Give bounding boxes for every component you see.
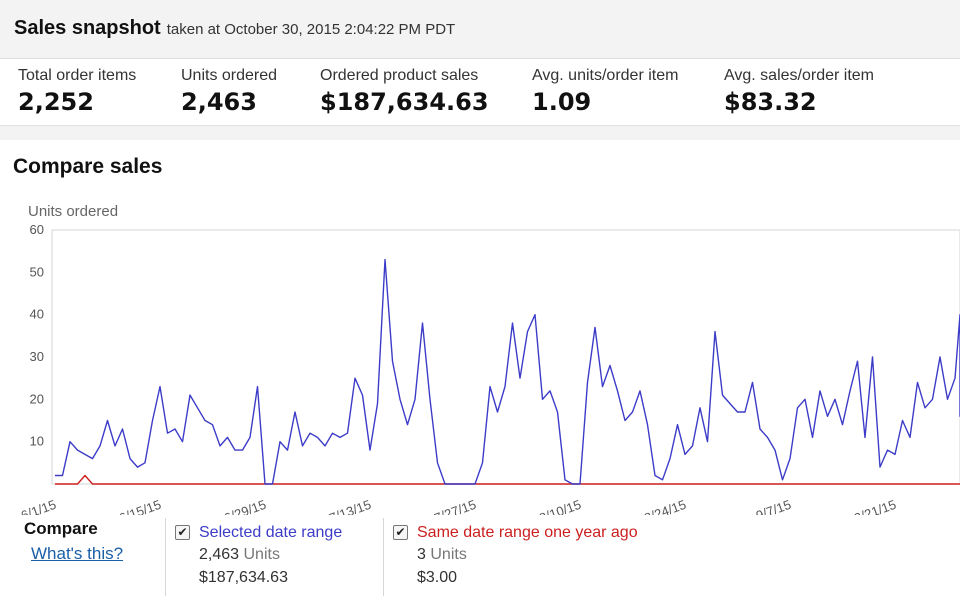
y-axis-ticks: 10 20 30 40 50 60 [30, 222, 44, 449]
metric-avg-sales-per-order-item: Avg. sales/order item $83.32 [724, 67, 874, 116]
metric-total-order-items: Total order items 2,252 [18, 67, 136, 116]
metric-label: Ordered product sales [320, 67, 479, 84]
year-ago-range-checkbox[interactable]: ✔ [393, 525, 408, 540]
plot-area [51, 229, 960, 485]
compare-sales-title: Compare sales [13, 155, 163, 178]
legend-sales: $3.00 [417, 569, 458, 586]
y-axis-label: Units ordered [28, 203, 118, 220]
section-separator [0, 126, 960, 140]
metric-label: Total order items [18, 67, 137, 84]
metric-value: $187,634.63 [320, 88, 489, 116]
legend-series-name: Selected date range [199, 524, 343, 541]
y-tick-label: 10 [30, 434, 44, 449]
legend-divider [383, 518, 384, 596]
sales-snapshot-header: Sales snapshot taken at October 30, 2015 … [0, 0, 960, 59]
metric-label: Avg. sales/order item [724, 67, 874, 84]
y-tick-label: 30 [30, 349, 44, 364]
snapshot-timestamp: taken at October 30, 2015 2:04:22 PM PDT [166, 21, 456, 38]
legend-units-value: 2,463 [199, 546, 240, 563]
series-line-year-ago [55, 474, 960, 485]
legend-units-label: Units [430, 546, 467, 563]
legend-series-name: Same date range one year ago [417, 524, 638, 541]
legend-units-value: 3 [417, 546, 426, 563]
metric-value: 2,463 [181, 88, 257, 116]
metric-units-ordered: Units ordered 2,463 [181, 67, 277, 116]
legend-units-label: Units [243, 546, 280, 563]
metrics-row: Total order items 2,252 Units ordered 2,… [0, 59, 960, 126]
metric-value: $83.32 [724, 88, 817, 116]
snapshot-title: Sales snapshot taken at October 30, 2015 … [14, 17, 455, 40]
whats-this-link[interactable]: What's this? [31, 544, 124, 563]
legend-sales: $187,634.63 [199, 569, 288, 586]
y-tick-label: 20 [30, 391, 44, 406]
legend-compare-label: Compare [24, 519, 98, 538]
legend-divider [165, 518, 166, 596]
metric-ordered-product-sales: Ordered product sales $187,634.63 [320, 67, 489, 116]
metric-label: Avg. units/order item [532, 67, 679, 84]
metric-avg-units-per-order-item: Avg. units/order item 1.09 [532, 67, 678, 116]
legend-units: 2,463 Units [199, 546, 280, 564]
y-tick-label: 50 [30, 264, 44, 279]
series-line-selected-range [55, 258, 960, 485]
legend-units: 3 Units [417, 546, 467, 564]
y-tick-label: 40 [30, 307, 44, 322]
selected-range-checkbox[interactable]: ✔ [175, 525, 190, 540]
chart-series [55, 258, 960, 485]
metric-value: 2,252 [18, 88, 94, 116]
metric-label: Units ordered [181, 67, 278, 84]
y-tick-label: 60 [30, 222, 44, 237]
metric-value: 1.09 [532, 88, 592, 116]
compare-legend: Compare What's this? ✔ Selected date ran… [0, 512, 960, 596]
snapshot-title-text: Sales snapshot [14, 17, 161, 39]
